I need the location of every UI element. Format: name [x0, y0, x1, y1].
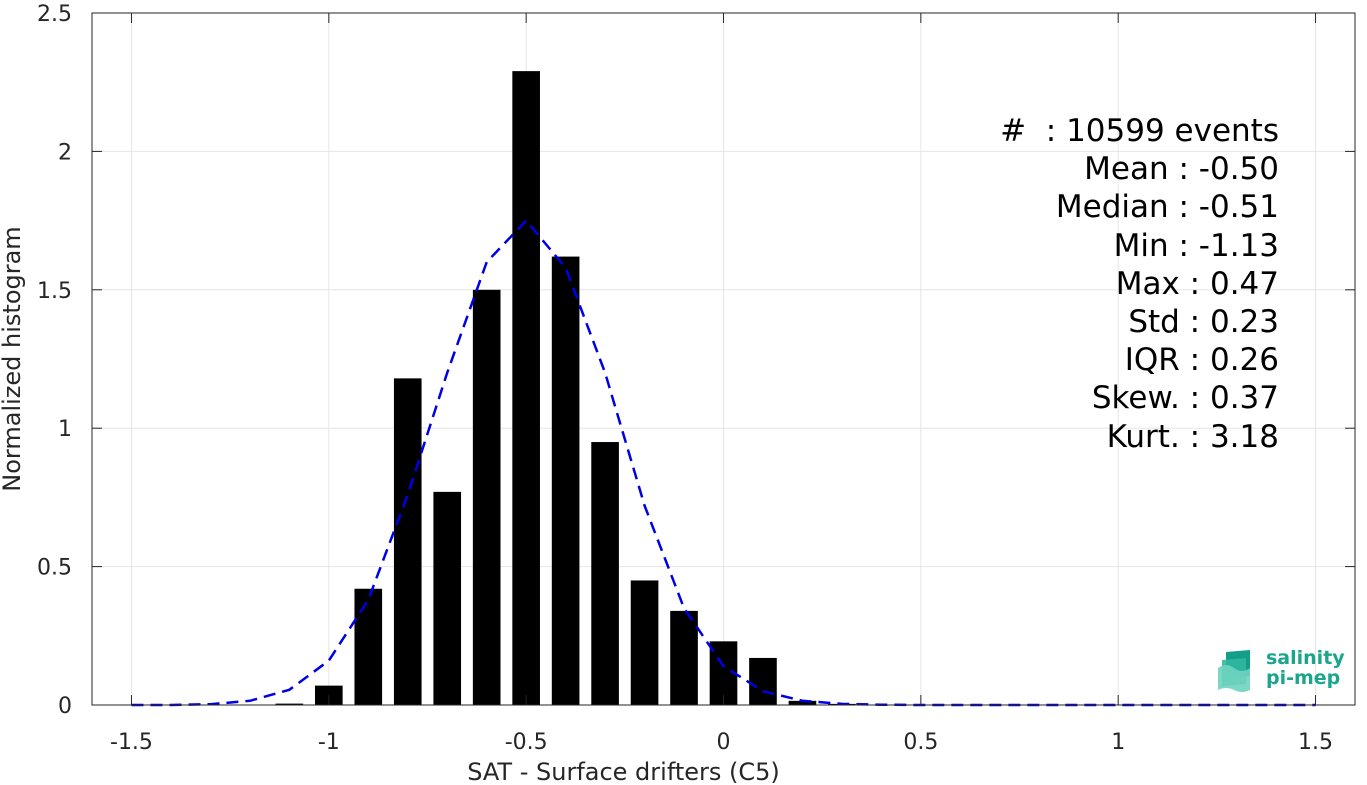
stat-line: Min : -1.13 [1113, 227, 1279, 264]
statistics-box: # : 10599 events Mean : -0.50 Median : -0.… [1000, 112, 1279, 456]
y-tick-label: 0 [58, 694, 72, 719]
stat-line: Skew. : 0.37 [1091, 380, 1279, 417]
stat-line: Max : 0.47 [1115, 265, 1279, 302]
y-tick-label: 1.5 [37, 279, 72, 304]
y-tick-label: 2 [58, 140, 72, 165]
stat-line: Kurt. : 3.18 [1106, 418, 1279, 455]
x-tick-label: 1 [1111, 730, 1125, 755]
histogram-bar [630, 580, 659, 705]
stat-line: IQR : 0.26 [1124, 342, 1279, 379]
histogram-bar [393, 378, 422, 705]
histogram-bar [551, 256, 580, 705]
x-axis-label: SAT - Surface drifters (C5) [467, 758, 780, 785]
x-tick-label: 0 [717, 730, 731, 755]
histogram-bar [670, 610, 698, 705]
axis-ticks: -1.5 -1 -0.5 0 0.5 1 1.5 0 0.5 1 1.5 2 2.5 [37, 2, 1355, 755]
histogram-bar [591, 442, 619, 705]
histogram-bar [275, 703, 304, 705]
histogram-bar [788, 700, 817, 705]
histogram-bar [512, 71, 540, 706]
logo-line-2: pi-mep [1266, 667, 1341, 689]
x-tick-label: -0.5 [505, 730, 548, 755]
histogram-bar [749, 657, 777, 705]
salinity-pi-mep-logo: salinity pi-mep [1216, 646, 1346, 694]
stat-line: # : 10599 events [1000, 113, 1279, 149]
stat-line: Std : 0.23 [1128, 304, 1279, 341]
x-tick-label: -1.5 [110, 730, 153, 755]
stat-line: Mean : -0.50 [1084, 151, 1279, 188]
x-tick-label: 1.5 [1298, 730, 1333, 755]
logo-line-1: salinity [1266, 647, 1345, 669]
logo-text: salinity pi-mep [1266, 648, 1345, 688]
x-tick-label: -1 [318, 730, 340, 755]
y-tick-label: 1 [58, 417, 72, 442]
y-axis-label: Normalized histogram [0, 226, 26, 491]
wave-logo-icon [1218, 650, 1250, 692]
histogram-bar [472, 289, 501, 705]
stat-line: Median : -0.51 [1055, 189, 1279, 226]
histogram-bar [354, 588, 383, 705]
x-tick-label: 0.5 [903, 730, 938, 755]
histogram-bar [433, 491, 462, 705]
y-tick-label: 2.5 [37, 2, 72, 27]
y-tick-label: 0.5 [37, 556, 72, 581]
histogram-bars [275, 71, 856, 706]
